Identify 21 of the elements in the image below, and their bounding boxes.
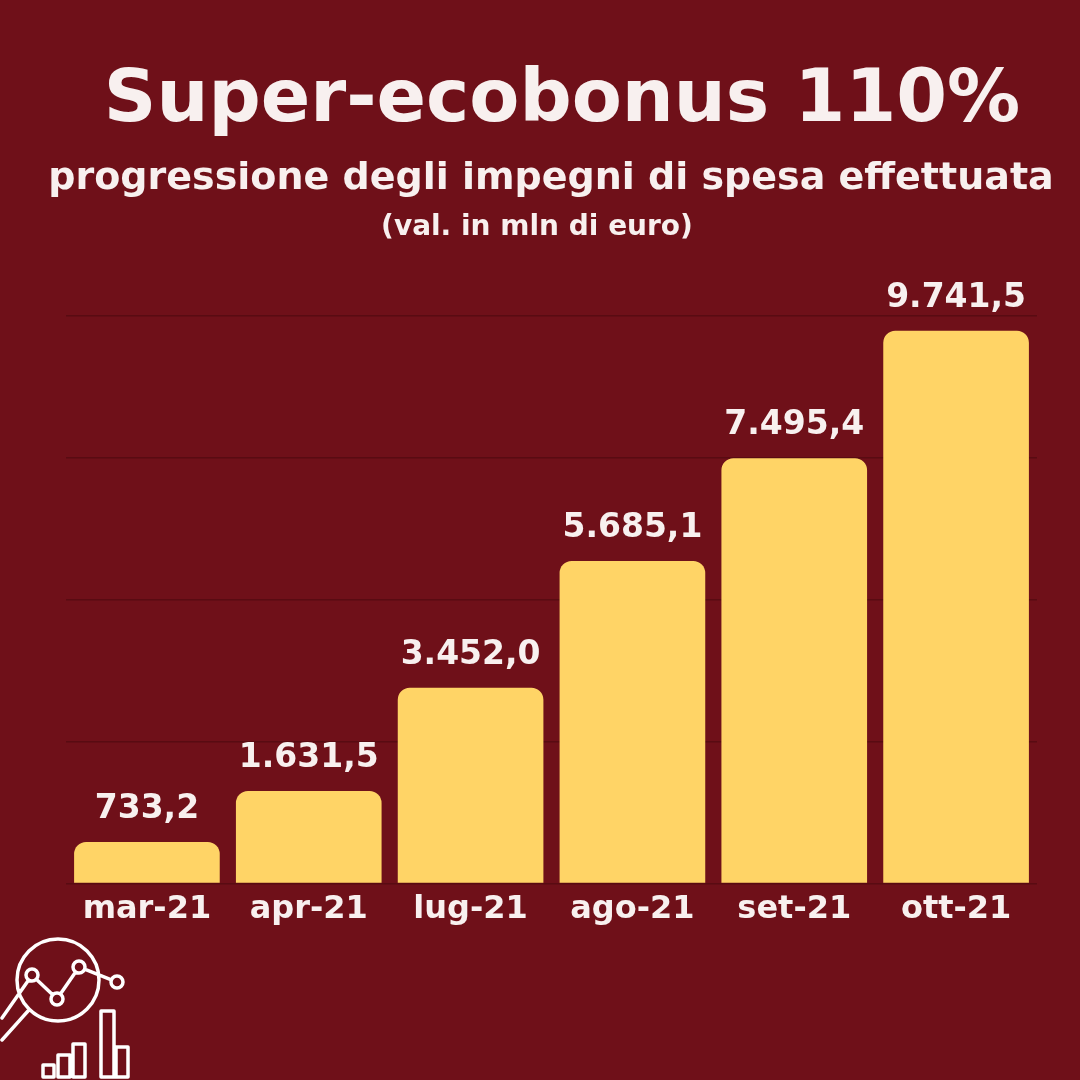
chart-title: Super-ecobonus 110% [103, 53, 1021, 138]
x-tick-label: ott-21 [900, 888, 1012, 927]
bar [559, 560, 706, 883]
data-label: 7.495,4 [724, 403, 865, 443]
data-label: 5.685,1 [562, 505, 703, 545]
bar [235, 791, 382, 883]
data-label: 733,2 [94, 786, 200, 826]
bar [74, 841, 220, 883]
data-label: 9.741,5 [886, 275, 1027, 315]
x-tick-label: set-21 [737, 888, 852, 927]
x-tick-label: mar-21 [82, 888, 212, 927]
x-tick-label: lug-21 [413, 888, 528, 927]
x-tick-label: ago-21 [570, 888, 695, 927]
data-label: 3.452,0 [400, 632, 541, 672]
text: (val. in mln di euro) [381, 208, 693, 244]
data-label: 1.631,5 [238, 736, 379, 775]
bar [883, 330, 1029, 883]
bar [397, 687, 544, 883]
x-tick-label: apr-21 [249, 888, 368, 927]
chart-subtitle: progressione degli impegni di spesa effettuata [48, 153, 1054, 200]
bar [721, 458, 868, 883]
